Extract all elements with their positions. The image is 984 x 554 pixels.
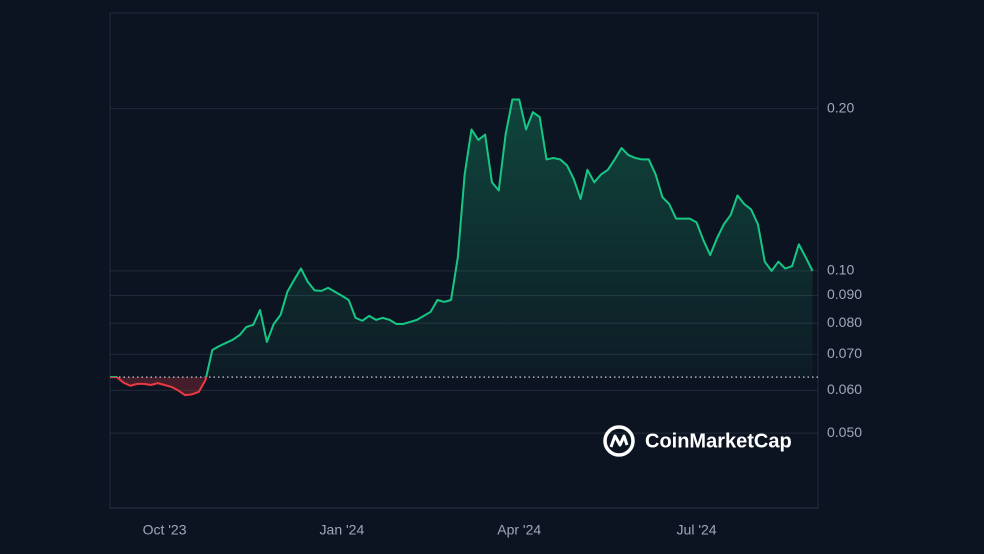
x-tick-label: Oct '23	[143, 522, 187, 538]
y-tick-label: 0.090	[827, 286, 862, 302]
x-tick-label: Jan '24	[320, 522, 365, 538]
y-tick-label: 0.070	[827, 345, 862, 361]
y-tick-label: 0.080	[827, 314, 862, 330]
watermark-logo	[603, 425, 635, 457]
area	[110, 99, 813, 396]
price-line	[110, 98, 814, 397]
watermark-text: CoinMarketCap	[645, 430, 792, 452]
watermark-logo-mark	[609, 434, 629, 448]
x-tick-label: Apr '24	[497, 522, 541, 538]
plot: 0.050 0.060 0.070 0.080 0.090 0.10 0.20 Oct '23…	[110, 98, 862, 538]
y-tick-label: 0.20	[827, 99, 854, 115]
y-tick-label: 0.10	[827, 262, 854, 278]
y-tick-label: 0.060	[827, 381, 862, 397]
watermark: CoinMarketCap	[603, 425, 792, 457]
y-tick-label: 0.050	[827, 424, 862, 440]
x-tick-label: Jul '24	[677, 522, 717, 538]
